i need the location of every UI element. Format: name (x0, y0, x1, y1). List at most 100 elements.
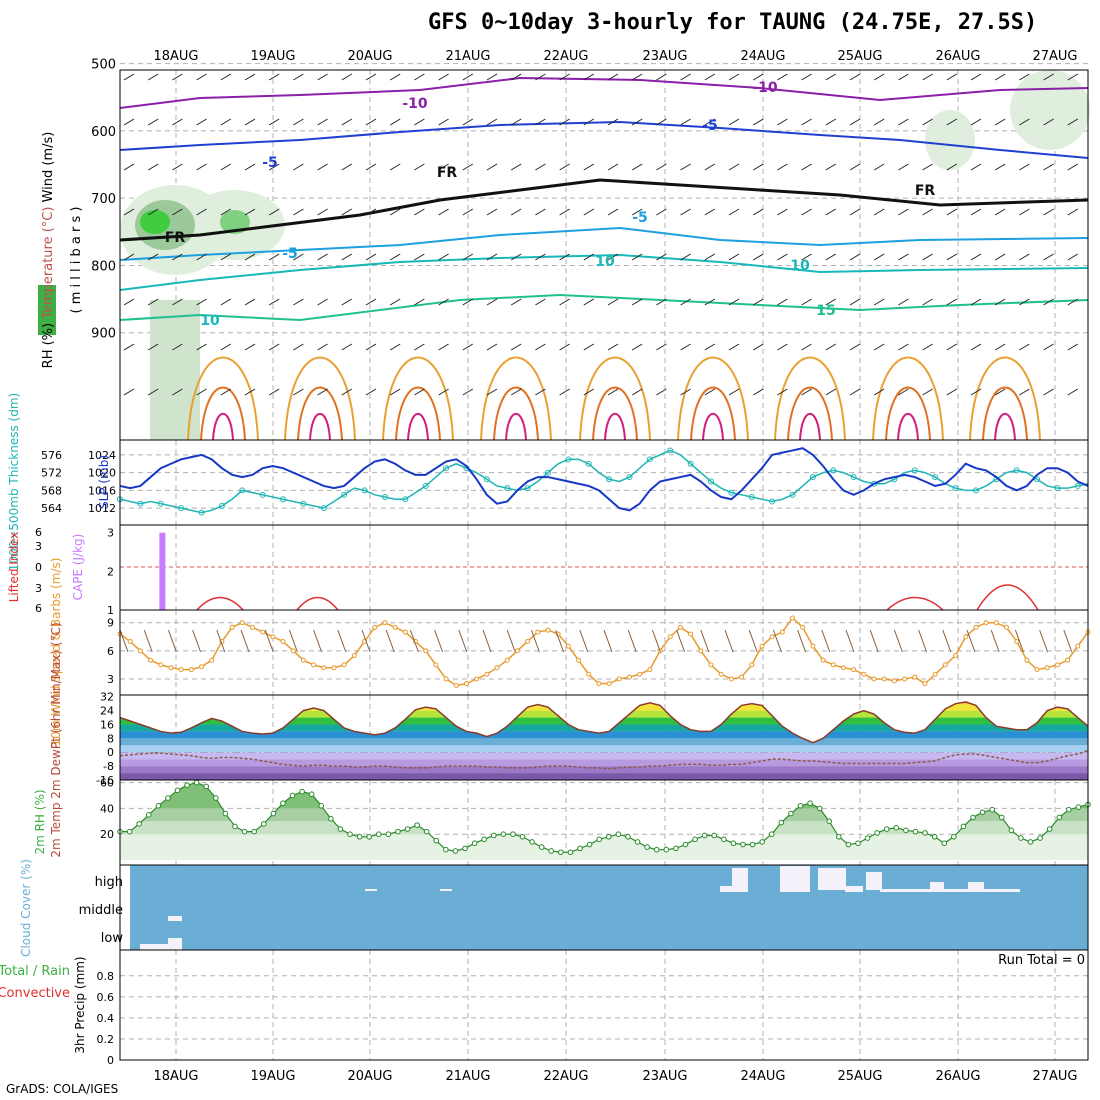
cloud-block (930, 882, 944, 892)
wind-barb (462, 253, 474, 261)
wind-barb (196, 118, 207, 126)
temp-band (120, 717, 1088, 725)
wind-barb (462, 73, 474, 81)
wind-barb (438, 163, 449, 171)
wind-barb (821, 629, 831, 653)
cloud-block (440, 889, 452, 891)
rh-point (625, 833, 631, 840)
wind-speed-point (504, 657, 510, 663)
wind-barb (510, 118, 522, 126)
precip-tick: 0 (107, 1054, 114, 1067)
rh-point (213, 795, 219, 801)
wind-speed-point (280, 638, 286, 644)
wind-barb (341, 298, 353, 306)
warm-contour (969, 356, 1041, 441)
thickness-point (830, 467, 837, 474)
wind-barb (559, 73, 570, 81)
top-day-label: 18AUG (153, 49, 198, 64)
wind-barb (777, 253, 788, 261)
rh-point (280, 800, 286, 807)
wind-barb (845, 629, 855, 653)
wind-barb (922, 163, 933, 171)
wind-speed-point (840, 665, 846, 671)
wind-barb (123, 298, 135, 306)
thickness-point (748, 494, 755, 501)
wind-barb (559, 118, 570, 126)
thickness-point (422, 482, 429, 489)
wind-barb (293, 253, 304, 261)
wind-barb (389, 73, 401, 81)
wind-barb (244, 298, 256, 306)
wind-barb (172, 253, 183, 261)
rh-point (270, 810, 277, 817)
wind-barb (510, 253, 522, 261)
precip-tick: 0.2 (97, 1033, 115, 1046)
wind-barb (414, 163, 425, 171)
wind-speed-point (902, 676, 908, 682)
wind-speed-point (321, 665, 327, 671)
wind-barb (656, 163, 667, 171)
wind-speed-point (1003, 624, 1009, 630)
wind-speed-point (402, 629, 408, 635)
rh-point (577, 845, 583, 852)
wind-barb (1043, 163, 1054, 171)
wind-barb (268, 343, 280, 351)
wind-barb (486, 298, 498, 306)
wind-barb (583, 343, 595, 351)
thickness-point (707, 478, 714, 485)
wind-barb (216, 629, 226, 653)
wind-barb (922, 298, 933, 306)
wind-barb (244, 208, 256, 216)
wind-barb (438, 73, 449, 81)
wind-barb (680, 208, 691, 216)
wind-barb (1063, 629, 1073, 653)
wind-barb (801, 298, 812, 306)
wind-barb (244, 163, 256, 171)
rh-point (721, 836, 727, 843)
rh-point (864, 835, 871, 841)
wind-speed-point (199, 664, 205, 670)
thickness-point (361, 487, 368, 494)
wind-barb (196, 208, 207, 216)
wind-barb (389, 208, 401, 216)
wind-barb (1067, 73, 1079, 81)
warm-contour (994, 412, 1016, 441)
wind-barb (414, 73, 425, 81)
cloud-tick: low (101, 931, 124, 946)
rh-point (529, 839, 535, 845)
cloud-block (968, 882, 984, 892)
wind-speed-point (881, 676, 887, 682)
wind-barb (438, 253, 449, 261)
wind-speed-point (565, 643, 571, 649)
rh-point (970, 814, 976, 821)
precip-tick: 0.6 (97, 991, 115, 1004)
rh-shade (1010, 70, 1090, 150)
wind-barb (220, 343, 232, 351)
wind-barb (535, 343, 546, 351)
warm-contour (774, 356, 846, 441)
wind-barb (946, 388, 958, 396)
rh-point (845, 841, 852, 848)
wind-barb (825, 118, 837, 126)
wind-speed-point (239, 620, 245, 626)
wind-barb (970, 73, 982, 81)
wind-barb (438, 118, 449, 126)
warm-contour (872, 356, 944, 441)
wind-barb (801, 208, 812, 216)
thickness-point (280, 496, 287, 503)
wind-barb (777, 208, 788, 216)
rh-point (807, 800, 813, 807)
thickness-point (809, 474, 816, 481)
wind-barb (147, 253, 159, 261)
thickness-point (667, 447, 674, 454)
wind-barb (1019, 388, 1030, 396)
slp-tick: 1024 (88, 449, 116, 462)
wind-barb (147, 163, 159, 171)
wind-barb (434, 629, 444, 653)
wind-speed-point (810, 643, 816, 649)
wind-barb (946, 343, 958, 351)
wind-barb (244, 253, 256, 261)
rh-point (605, 833, 612, 840)
wind-speed-point (545, 627, 551, 633)
